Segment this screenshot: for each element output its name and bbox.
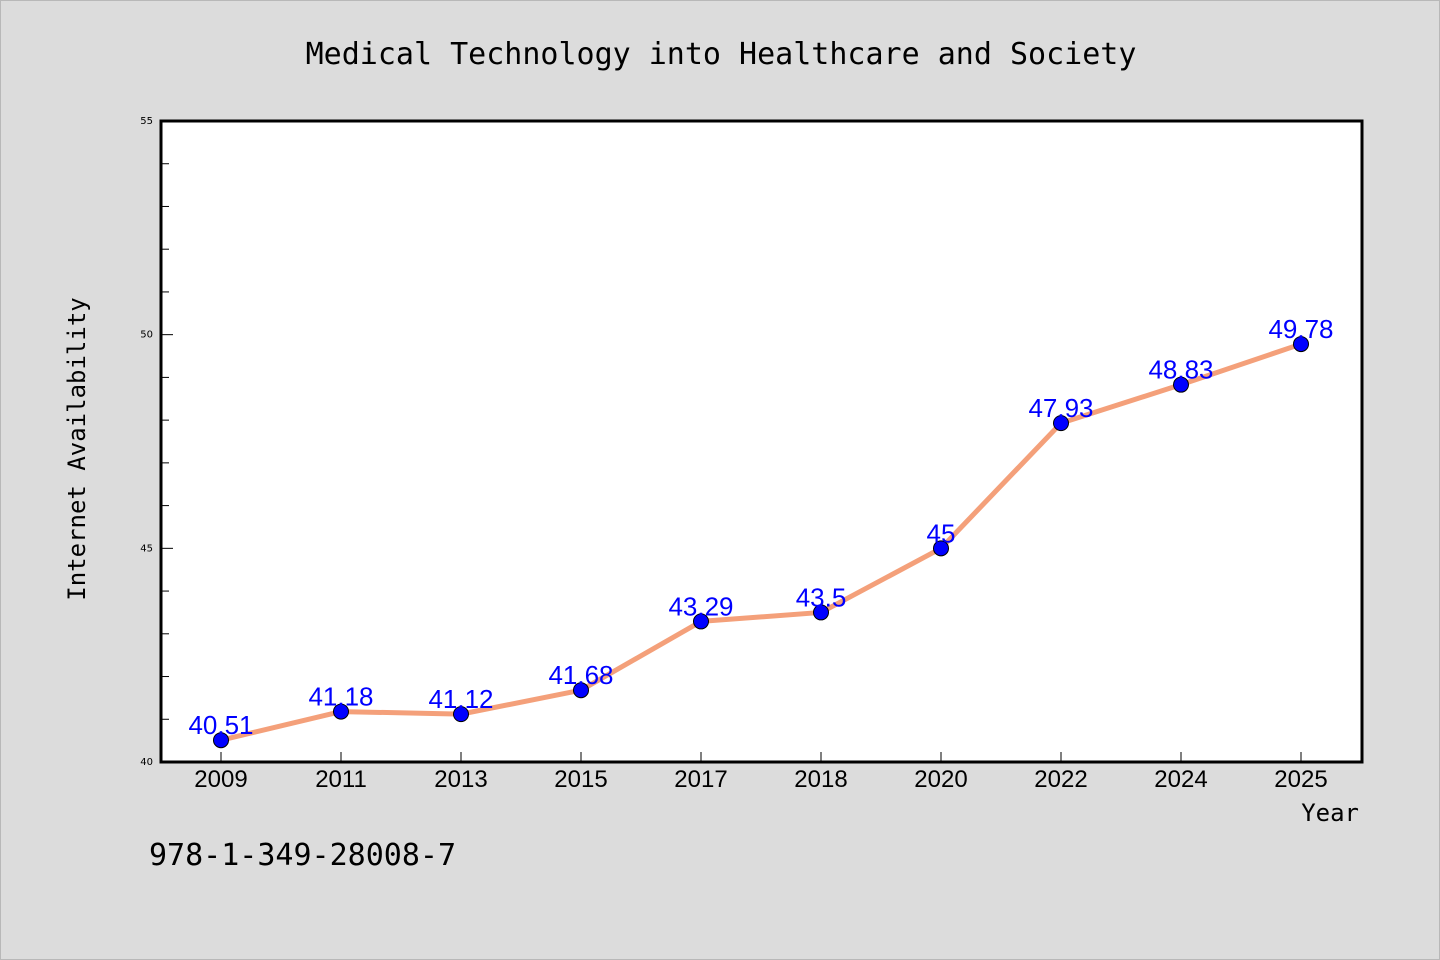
data-point [213, 732, 229, 749]
x-tick-label: 2025 [1274, 766, 1327, 793]
data-point [693, 613, 709, 630]
data-point [813, 604, 829, 621]
y-tick-label: 40 [140, 757, 153, 768]
x-tick-label: 2011 [315, 766, 367, 793]
series-line-group [218, 341, 1304, 743]
x-tick-label: 2024 [1154, 766, 1207, 793]
data-label: 41.18 [308, 682, 373, 712]
y-axis-label: Internet Availability [63, 297, 91, 600]
x-tick-label: 2018 [794, 766, 847, 793]
data-point [333, 703, 349, 720]
x-tick-label: 2013 [434, 766, 487, 793]
data-label: 43.5 [796, 582, 847, 612]
data-point [1293, 336, 1309, 353]
data-label: 49.78 [1268, 314, 1333, 344]
y-tick-label: 55 [140, 116, 153, 127]
data-label: 48.83 [1148, 355, 1213, 385]
y-tick-label: 50 [140, 330, 153, 341]
x-axis: 2009 2011 2013 2015 2017 2018 2020 2022 2024 2025 [194, 752, 1328, 793]
x-tick-label: 2017 [674, 766, 727, 793]
data-label: 40.51 [188, 710, 253, 740]
x-tick-label: 2022 [1034, 766, 1087, 793]
x-axis-label: Year [1301, 799, 1359, 827]
plot-area [159, 119, 1364, 764]
data-labels-group: 40.51 41.18 41.12 41.68 43.29 43.5 45 47.93 48.8… [188, 314, 1333, 740]
data-label: 41.68 [548, 660, 613, 690]
series-line [218, 341, 1304, 743]
x-tick-label: 2015 [554, 766, 607, 793]
x-tick-label: 2009 [194, 766, 247, 793]
data-label: 41.12 [428, 684, 493, 714]
x-tick-label: 2020 [914, 766, 967, 793]
data-point [933, 540, 949, 557]
data-point [1173, 376, 1189, 393]
y-axis: 40 45 50 55 [140, 116, 173, 768]
data-label: 43.29 [668, 591, 733, 621]
chart-title: Medical Technology into Healthcare and S… [306, 37, 1137, 72]
data-point [1053, 415, 1069, 432]
data-point [573, 682, 589, 699]
y-tick-label: 45 [140, 543, 153, 554]
data-label: 47.93 [1028, 393, 1093, 423]
data-label: 45 [927, 518, 956, 548]
data-point [453, 706, 469, 723]
markers-group [213, 336, 1309, 749]
isbn-text: 978-1-349-28008-7 [149, 838, 456, 873]
